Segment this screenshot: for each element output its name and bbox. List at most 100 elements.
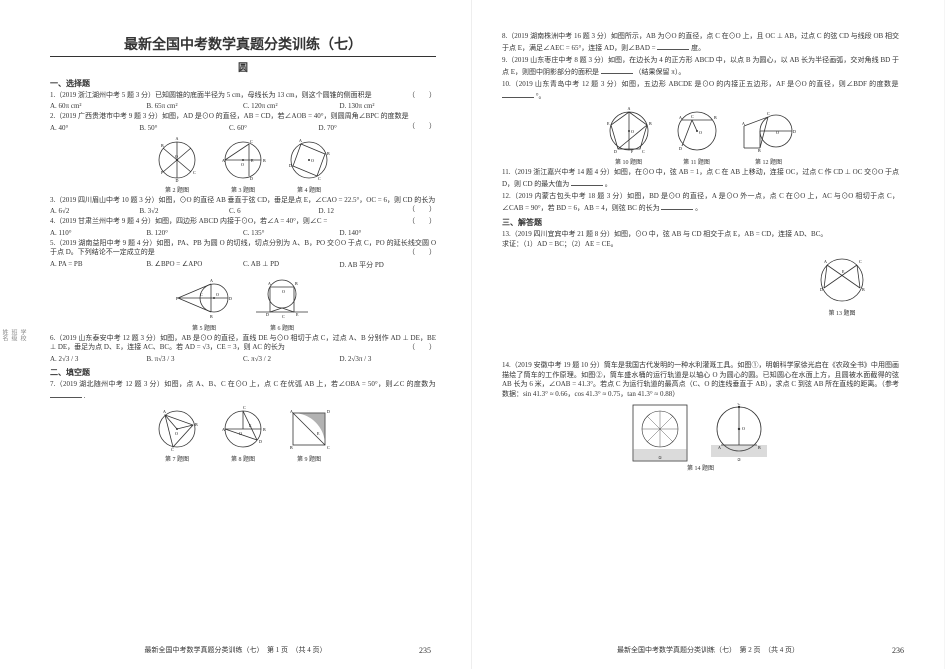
page-number-left: 235 — [419, 646, 431, 655]
fig-row-4: A B C D E F O 第 10 题图 A B C D O — [502, 106, 899, 166]
fig-q14b: C O A B ② — [707, 403, 771, 463]
svg-text:E: E — [317, 431, 320, 436]
svg-text:A: A — [268, 281, 271, 286]
q13-stem: 13.（2019 四川宜宾中考 21 题 8 分）如图，⊙O 中，弦 AB 与 … — [502, 230, 827, 238]
q1-b: B. 65π cm² — [147, 102, 244, 110]
q12: 12.（2019 内蒙古包头中考 18 题 3 分）如图，BD 是⊙O 的直径，… — [502, 192, 899, 214]
q5-b: B. ∠BPO = ∠APO — [147, 260, 244, 270]
svg-text:A: A — [163, 409, 166, 414]
heading-select: 一、选择题 — [50, 78, 436, 89]
fig-q12: A B C D O 第 12 题图 — [740, 106, 798, 166]
q4: 4.（2019 甘肃兰州中考 9 题 4 分）如图，四边形 ABCD 内接于⊙O… — [50, 217, 436, 226]
q3-c: C. 6 — [229, 207, 319, 215]
svg-text:B: B — [327, 151, 330, 156]
q2-paren: （ ） — [408, 122, 436, 131]
svg-text:②: ② — [737, 457, 741, 462]
q2-c: C. 60° — [229, 124, 319, 132]
svg-text:D: D — [327, 409, 330, 414]
svg-text:D: D — [289, 163, 292, 168]
q3-stem: 3.（2019 四川眉山中考 10 题 3 分）如图，⊙O 的直径 AB 垂直于… — [50, 196, 435, 204]
svg-text:A: A — [290, 409, 293, 414]
q1-d: D. 130π cm² — [340, 102, 437, 110]
fig-row-2: P A B C D O 第 5 题图 A B C D — [50, 274, 436, 332]
q14-stem: 14.（2019 安徽中考 19 题 10 分）筒车是我国古代发明的一种水利灌溉… — [502, 361, 899, 397]
svg-text:B: B — [758, 148, 761, 153]
fig-q7: A B C O 第 7 题图 — [153, 405, 201, 463]
svg-text:D: D — [259, 439, 262, 444]
fig-row-3: A B C O 第 7 题图 A B C D E O 第 8 题图 — [50, 405, 436, 463]
svg-text:A: A — [627, 106, 630, 111]
svg-text:C: C — [250, 139, 253, 144]
svg-text:O: O — [216, 292, 219, 297]
svg-text:B: B — [758, 445, 761, 450]
cap5: 第 5 题图 — [192, 323, 216, 332]
svg-text:A: A — [679, 115, 682, 120]
fig-row-5: A C D B E 第 13 题图 — [502, 253, 899, 317]
page-left: 学校 班级 姓名 考号 最新全国中考数学真题分类训练（七） 圆 一、选择题 1.… — [0, 0, 472, 669]
q6-b: B. π√3 / 3 — [147, 355, 244, 363]
svg-text:C: C — [282, 314, 285, 319]
q3-a: A. 6√2 — [50, 207, 140, 215]
fig-row-6: ① C O A B ② — [502, 403, 899, 463]
rule — [50, 56, 436, 57]
cap2: 第 2 题图 — [165, 185, 189, 194]
cap13: 第 13 题图 — [828, 308, 855, 317]
side-label: 班级 — [9, 329, 18, 341]
cap10: 第 10 题图 — [615, 157, 642, 166]
svg-text:B: B — [862, 287, 865, 292]
q7-unit: . — [84, 392, 86, 400]
q11: 11.（2019 浙江嘉兴中考 14 题 4 分）如图，在⊙O 中，弦 AB =… — [502, 168, 899, 190]
svg-text:O: O — [239, 431, 242, 436]
q5-paren: （ ） — [408, 248, 436, 257]
svg-text:D: D — [176, 178, 179, 183]
cap12: 第 12 题图 — [755, 157, 782, 166]
q4-d: D. 140° — [340, 229, 437, 237]
q10-blank — [502, 89, 534, 98]
q11-unit: 。 — [605, 180, 612, 188]
q7: 7.（2019 湖北随州中考 12 题 3 分）如图，点 A、B、C 在⊙O 上… — [50, 380, 436, 402]
svg-text:O: O — [742, 426, 745, 431]
svg-text:C: C — [327, 445, 330, 450]
cap9: 第 9 题图 — [297, 454, 321, 463]
q5-opts: A. PA = PB B. ∠BPO = ∠APO C. AB ⊥ PD D. … — [50, 260, 436, 270]
svg-text:C: C — [737, 403, 740, 406]
q9-stem: 9.（2019 山东枣庄中考 8 题 3 分）如图，在边长为 4 的正方形 AB… — [502, 56, 899, 76]
q10: 10.（2019 山东青岛中考 12 题 3 分）如图，五边形 ABCDE 是⊙… — [502, 80, 899, 102]
q10-stem: 10.（2019 山东青岛中考 12 题 3 分）如图，五边形 ABCDE 是⊙… — [502, 80, 899, 88]
heading-fill: 二、填空题 — [50, 367, 436, 378]
fig-row-1: A B C D O P 第 2 题图 A B C D O E — [50, 136, 436, 194]
q8-unit: 度。 — [691, 44, 705, 52]
svg-text:E: E — [251, 158, 254, 163]
q1-a: A. 60π cm² — [50, 102, 147, 110]
cap7: 第 7 题图 — [165, 454, 189, 463]
fig-q11: A B C D O 第 11 题图 — [672, 106, 722, 166]
q1: 1.（2019 浙江湖州中考 5 题 3 分）已知圆锥的底面半径为 5 cm，母… — [50, 91, 436, 100]
svg-text:①: ① — [658, 455, 662, 460]
answer-space-q13 — [502, 319, 899, 359]
fig-q4: A B C D O 第 4 题图 — [285, 136, 333, 194]
svg-text:O: O — [776, 130, 779, 135]
page-number-right: 236 — [892, 646, 904, 655]
q5-d: D. AB 平分 PD — [340, 260, 437, 270]
svg-text:B: B — [161, 143, 164, 148]
q2: 2.（2019 广西贵港市中考 9 题 3 分）如图，AD 是⊙O 的直径，AB… — [50, 112, 436, 121]
fig-q8: A B C D E O 第 8 题图 — [219, 405, 267, 463]
q5: 5.（2019 湖南益阳中考 9 题 4 分）如图，PA、PB 为圆 O 的切线… — [50, 239, 436, 258]
svg-text:A: A — [718, 445, 721, 450]
cap14: 第 14 题图 — [502, 463, 899, 472]
side-label: 姓名 — [0, 329, 9, 341]
q9-unit: （结果保留 π）。 — [635, 68, 686, 76]
q8: 8.（2019 湖南株洲中考 16 题 3 分）如图所示，AB 为⊙O 的直径，… — [502, 32, 899, 54]
q2-stem: 2.（2019 广西贵港市中考 9 题 3 分）如图，AD 是⊙O 的直径，AB… — [50, 112, 409, 120]
q3: 3.（2019 四川眉山中考 10 题 3 分）如图，⊙O 的直径 AB 垂直于… — [50, 196, 436, 205]
svg-text:A: A — [222, 427, 225, 432]
svg-text:D: D — [250, 176, 253, 181]
fig-q2: A B C D O P 第 2 题图 — [153, 136, 201, 194]
cap11: 第 11 题图 — [683, 157, 710, 166]
svg-text:C: C — [859, 259, 862, 264]
q9: 9.（2019 山东枣庄中考 8 题 3 分）如图，在边长为 4 的正方形 AB… — [502, 56, 899, 78]
q10-unit: °。 — [536, 92, 546, 100]
svg-text:E: E — [249, 423, 252, 428]
q6-d: D. 2√3π / 3 — [340, 355, 437, 363]
q14: 14.（2019 安徽中考 19 题 10 分）筒车是我国古代发明的一种水利灌溉… — [502, 361, 899, 399]
